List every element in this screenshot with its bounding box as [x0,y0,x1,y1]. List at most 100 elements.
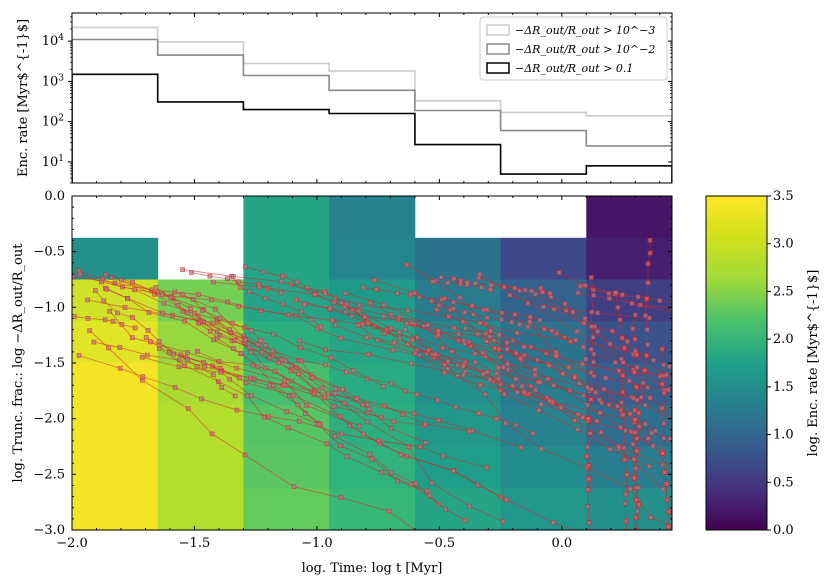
colorbar-tick-label: 1.5 [773,380,794,395]
trajectory-marker [367,451,373,457]
trajectory-marker [634,352,640,358]
trajectory-marker [337,443,343,449]
legend-label-2: −ΔR_out/R_out > 10^−2 [515,43,655,56]
trajectory-marker [595,310,600,316]
histogram-y-tick-label: 104 [42,33,65,49]
trajectory-marker [517,288,523,293]
trajectory-marker [647,395,653,401]
trajectory-marker [609,328,615,334]
trajectory-marker [595,329,600,334]
trajectory-marker [588,397,594,402]
trajectory-marker [549,328,555,333]
trajectory-marker [574,329,580,334]
trajectory-marker [553,353,559,359]
trajectory-marker [518,444,524,450]
histogram-series-2 [72,38,672,183]
trajectory-marker [246,345,252,350]
trajectory-marker [588,275,594,280]
trajectory-marker [386,508,392,514]
trajectory-marker [676,415,680,419]
trajectory-marker [504,340,510,346]
trajectory-marker [425,322,431,328]
trajectory-line [89,330,417,530]
trajectory-marker [109,275,115,280]
trajectory-marker [630,441,636,447]
heatmap-y-tick-label: 0.0 [44,189,65,204]
heatmap-y-tick-label: −1.5 [33,356,65,371]
trajectory-marker [294,279,300,285]
heatmap-cell [329,363,416,406]
trajectory-marker [625,339,630,344]
trajectory-marker [245,393,250,399]
trajectory-marker [322,291,328,297]
trajectory-marker [279,279,285,285]
trajectory-marker [646,436,651,441]
heatmap-x-tick-label: −0.5 [424,536,456,551]
colorbar: 0.0 0.5 1.0 1.5 2.0 2.5 3.0 3.5 log. Enc. rate … [705,189,821,538]
trajectory-marker [349,313,354,319]
trajectory-marker [535,357,540,363]
trajectory-marker [457,295,463,300]
trajectory-marker [356,302,362,308]
trajectory-marker [282,382,288,388]
trajectory-marker [291,484,297,490]
trajectory-marker [512,285,518,291]
trajectory-marker [663,481,669,487]
colorbar-tick-label: 2.5 [773,284,794,299]
heatmap-cell [72,279,159,322]
trajectory-marker [402,388,408,394]
trajectory-marker [458,278,464,284]
trajectory-marker [665,387,671,393]
trajectory-marker [657,298,663,304]
trajectory-marker [586,416,591,421]
trajectory-marker [616,368,622,373]
trajectory-marker [343,290,349,296]
trajectory-marker [354,396,360,401]
trajectory-marker [249,393,254,399]
trajectory-marker [375,338,381,343]
trajectory-marker [299,309,304,315]
heatmap-y-tick-label: −2.5 [33,467,65,482]
trajectory-marker [630,326,636,332]
trajectory-marker [202,364,208,370]
trajectory-marker [367,300,373,306]
trajectory-marker [620,412,626,418]
trajectory-marker [119,277,124,283]
trajectory-marker [214,335,220,341]
histogram-y-tick-label: 102 [42,114,64,130]
trajectory-marker [645,342,650,348]
trajectory-marker [445,359,451,364]
trajectory-marker [643,421,648,427]
trajectory-marker [267,383,273,389]
trajectory-marker [503,497,509,503]
trajectory-marker [153,285,159,290]
trajectory-marker [644,353,649,359]
heatmap-panel: −2.0 −1.5 −1.0 −0.5 0.0 0.0−0.5−1.0−1.5−2.0−… [11,189,680,576]
trajectory-marker [575,412,581,417]
trajectory-marker [642,367,647,373]
trajectory-marker [440,453,446,459]
trajectory-marker [248,328,254,333]
trajectory-marker [633,465,639,471]
trajectory-marker [331,403,337,409]
trajectory-marker [350,307,355,312]
trajectory-marker [103,272,109,277]
histogram-frame [71,12,673,184]
trajectory-marker [583,356,589,362]
heatmap-cell [586,196,673,239]
colorbar-gradient [705,195,768,531]
trajectory-marker [322,395,327,400]
trajectory-marker [414,392,420,397]
trajectory-marker [339,431,345,437]
trajectory-marker [296,371,301,377]
trajectory-marker [673,525,677,529]
trajectory-marker [499,310,505,316]
trajectory-marker [620,359,626,365]
trajectory-marker [634,448,640,454]
trajectory-marker [389,381,394,386]
trajectory-marker [540,289,545,295]
trajectory-marker [636,502,641,507]
trajectory-marker [442,369,447,375]
trajectory-marker [594,418,600,424]
